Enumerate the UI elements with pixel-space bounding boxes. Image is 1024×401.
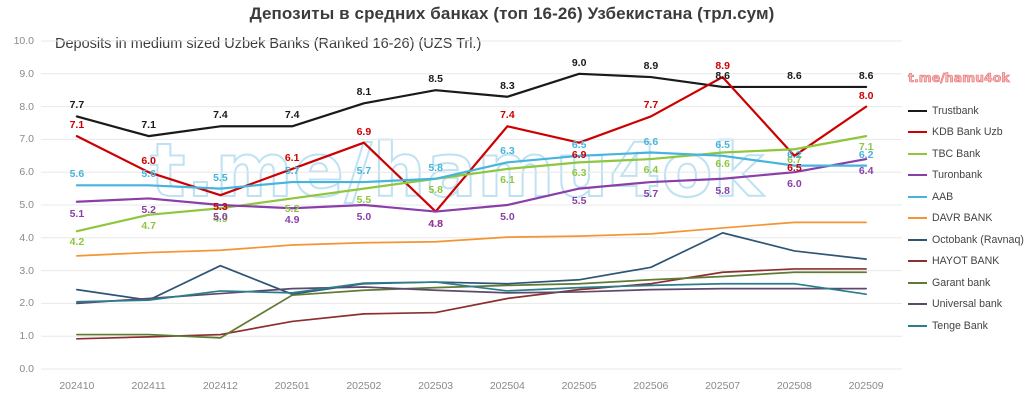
x-axis-tick: 202505 — [561, 380, 597, 392]
series-line-hayot-bank — [76, 268, 867, 340]
legend-item-davr-bank[interactable]: DAVR BANK — [908, 208, 1024, 230]
legend-item-label: Tenge Bank — [932, 319, 988, 332]
x-axis-tick: 202509 — [848, 380, 884, 392]
legend-swatch-icon — [908, 152, 927, 155]
y-axis-tick: 3.0 — [19, 264, 34, 277]
series-line-turonbank — [75, 157, 868, 213]
legend-swatch-icon — [908, 281, 927, 284]
legend-swatch-icon — [908, 109, 927, 112]
legend-item-label: AAB — [932, 190, 954, 203]
legend-swatch-icon — [908, 195, 927, 198]
legend-swatch-icon — [908, 324, 927, 327]
y-axis-tick: 8.0 — [19, 100, 34, 113]
legend-item-tenge-bank[interactable]: Tenge Bank — [908, 315, 1024, 337]
y-axis-tick: 9.0 — [19, 67, 34, 80]
legend-item-label: KDB Bank Uzb — [932, 126, 1003, 139]
legend-swatch-icon — [908, 217, 927, 220]
y-axis-tick: 6.0 — [19, 166, 34, 179]
y-axis-tick: 7.0 — [19, 133, 34, 146]
legend-item-label: TBC Bank — [932, 147, 981, 160]
y-axis-tick: 5.0 — [19, 199, 34, 211]
x-axis-tick: 202411 — [131, 380, 166, 392]
legend-swatch-icon — [908, 303, 927, 306]
chart-legend: Trustbank KDB Bank Uzb TBC Bank Turonbank AA… — [908, 100, 1024, 337]
legend-swatch-icon — [908, 131, 927, 134]
legend-item-label: Turonbank — [932, 169, 983, 182]
x-axis-tick: 202508 — [776, 380, 812, 392]
plot-svg — [41, 40, 902, 370]
x-axis-tick: 202501 — [274, 380, 310, 392]
x-axis-tick: 202410 — [59, 380, 95, 392]
legend-item-hayot-bank[interactable]: HAYOT BANK — [908, 251, 1024, 273]
x-axis-tick: 202412 — [202, 380, 238, 392]
series-line-trustbank — [75, 72, 868, 138]
legend-item-turonbank[interactable]: Turonbank — [908, 165, 1024, 187]
y-axis-tick: 2.0 — [19, 297, 34, 310]
x-axis-tick: 202504 — [489, 380, 525, 392]
y-axis-tick: 10.0 — [13, 35, 34, 47]
series-line-universal-bank — [76, 286, 867, 305]
legend-item-aab[interactable]: AAB — [908, 186, 1024, 208]
legend-item-label: DAVR BANK — [932, 212, 993, 225]
chart-subtitle: Deposits in medium sized Uzbek Banks (Ra… — [55, 36, 482, 52]
watermark-small: t.me/hamu4ok — [908, 70, 1010, 86]
y-axis-tick: 1.0 — [19, 330, 34, 343]
legend-swatch-icon — [908, 260, 927, 263]
legend-item-label: HAYOT BANK — [932, 255, 1000, 268]
series-line-octobank-ravnaq — [76, 232, 867, 301]
y-axis-tick: 4.0 — [19, 231, 34, 244]
legend-item-label: Trustbank — [932, 104, 979, 117]
series-line-kdb-bank-uzb — [75, 75, 868, 213]
legend-item-label: Garant bank — [932, 276, 991, 289]
legend-item-octobank-ravnaq[interactable]: Octobank (Ravnaq) — [908, 229, 1024, 251]
legend-item-trustbank[interactable]: Trustbank — [908, 100, 1024, 122]
series-line-tbc-bank — [75, 135, 868, 233]
series-line-tenge-bank — [76, 281, 867, 303]
legend-swatch-icon — [908, 238, 927, 241]
legend-item-kdb-bank-uzb[interactable]: KDB Bank Uzb — [908, 122, 1024, 144]
legend-item-universal-bank[interactable]: Universal bank — [908, 294, 1024, 316]
plot-area — [41, 40, 902, 370]
x-axis-tick: 202507 — [705, 380, 741, 392]
legend-item-label: Universal bank — [932, 298, 1003, 311]
series-line-davr-bank — [76, 221, 867, 257]
legend-item-tbc-bank[interactable]: TBC Bank — [908, 143, 1024, 165]
legend-swatch-icon — [908, 174, 927, 177]
y-axis-tick: 0.0 — [19, 363, 34, 375]
x-axis-tick: 202502 — [346, 380, 382, 392]
x-axis-tick: 202506 — [633, 380, 669, 392]
legend-item-garant-bank[interactable]: Garant bank — [908, 272, 1024, 294]
series-line-aab — [75, 151, 868, 190]
x-axis-tick: 202503 — [418, 380, 454, 392]
legend-item-label: Octobank (Ravnaq) — [932, 233, 1024, 246]
chart-title: Депозиты в средних банках (топ 16-26) Уз… — [249, 4, 775, 23]
